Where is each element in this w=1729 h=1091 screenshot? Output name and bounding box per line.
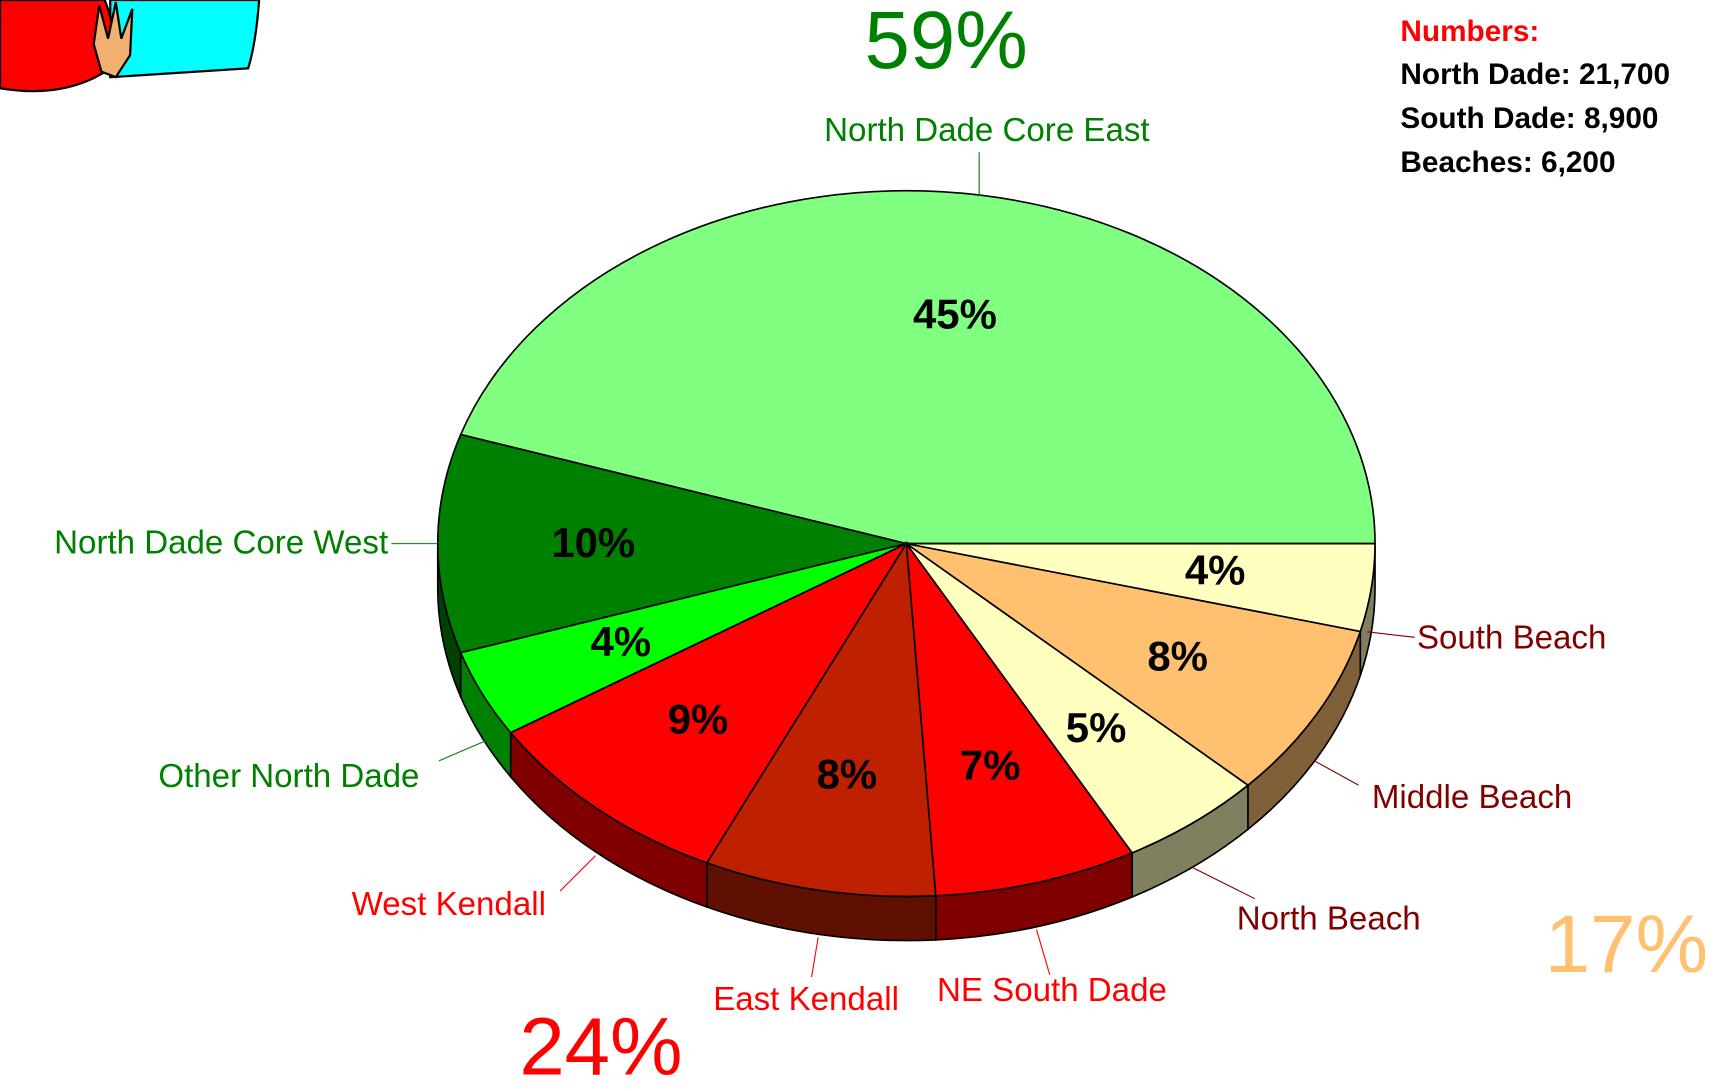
value-label: 9% <box>668 695 729 742</box>
leader-line <box>438 740 486 762</box>
slice-name: South Beach <box>1417 619 1606 656</box>
leader-line <box>811 937 819 978</box>
value-label: 8% <box>817 750 878 797</box>
slice <box>906 542 1376 633</box>
slice-name: NE South Dade <box>937 972 1167 1009</box>
slice-name: East Kendall <box>713 981 899 1018</box>
leader-line <box>1367 631 1415 638</box>
notes-line: North Dade: 21,700 <box>1400 58 1670 91</box>
group-total: 24% <box>519 1002 682 1091</box>
slice <box>705 541 937 898</box>
slice <box>905 542 1362 787</box>
notes-line: Beaches: 6,200 <box>1400 146 1615 179</box>
leader-line <box>1190 866 1256 900</box>
value-label: 7% <box>960 742 1021 789</box>
leader-line <box>559 855 596 892</box>
clip-art <box>0 0 261 93</box>
group-total: 59% <box>864 0 1027 86</box>
value-label: 5% <box>1066 704 1127 751</box>
slice-name: Middle Beach <box>1372 779 1572 816</box>
slice-name: North Dade Core East <box>824 112 1149 149</box>
slice-name: North Beach <box>1237 900 1421 937</box>
leader-line <box>1314 760 1359 786</box>
slice <box>905 542 1250 854</box>
value-label: 45% <box>913 291 997 338</box>
value-label: 8% <box>1147 632 1208 679</box>
leader-line <box>1035 929 1051 975</box>
notes-title: Numbers: <box>1400 15 1539 48</box>
value-label: 10% <box>551 519 635 566</box>
slice-name: Other North Dade <box>158 758 419 795</box>
notes-line: South Dade: 8,900 <box>1400 102 1658 135</box>
value-label: 4% <box>1185 546 1246 593</box>
group-total: 17% <box>1545 899 1708 990</box>
slice <box>905 540 1134 897</box>
slice <box>437 433 907 654</box>
slice-name: West Kendall <box>352 886 546 923</box>
slice-name: North Dade Core West <box>54 524 388 561</box>
slice <box>509 541 909 864</box>
value-label: 4% <box>591 618 652 665</box>
